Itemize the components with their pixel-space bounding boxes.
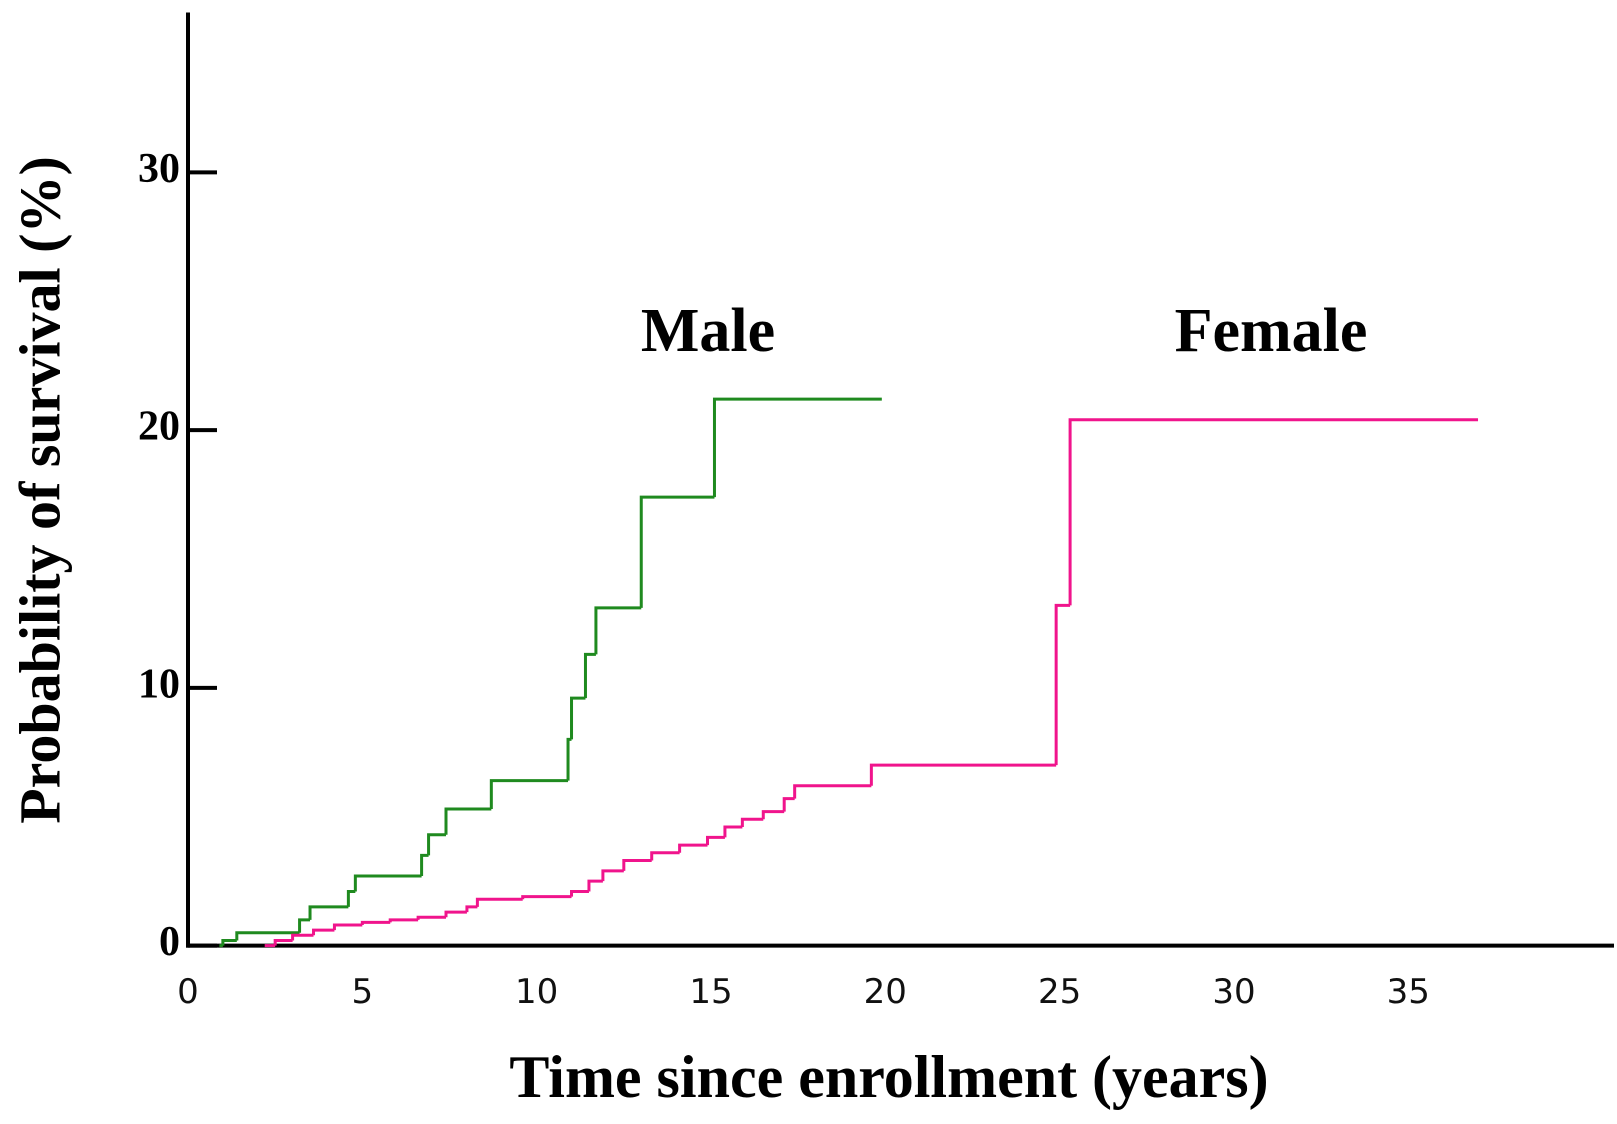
step-segment <box>291 933 314 941</box>
step-segment <box>761 810 785 820</box>
step-segment <box>740 817 764 828</box>
step-segment <box>221 938 237 946</box>
step-segment <box>869 763 1057 786</box>
step-segment <box>622 859 652 871</box>
step-segment <box>416 915 447 920</box>
y-tick-label: 30 <box>138 146 180 192</box>
step-segment <box>678 843 708 853</box>
step-segment <box>650 851 680 861</box>
step-segment <box>639 495 715 608</box>
step-segment <box>444 910 467 918</box>
x-tick-label: 15 <box>689 972 732 1012</box>
x-tick-label: 25 <box>1038 972 1081 1012</box>
step-segment <box>332 923 363 931</box>
step-segment <box>570 696 586 740</box>
step-segment <box>521 895 572 900</box>
y-tick-label: 20 <box>138 404 180 450</box>
step-segment <box>444 807 492 835</box>
step-segment <box>388 918 419 923</box>
y-axis-label: Probability of survival (%) <box>7 156 72 824</box>
step-segment <box>235 931 300 941</box>
step-segment <box>594 606 642 655</box>
x-tick-label: 35 <box>1387 972 1430 1012</box>
step-segment <box>353 874 422 892</box>
step-segment <box>360 920 391 925</box>
step-segment <box>712 397 882 498</box>
step-segment <box>583 652 596 699</box>
step-segment <box>420 853 429 877</box>
x-tick-label: 10 <box>515 972 558 1012</box>
x-axis-label: Time since enrollment (years) <box>509 1044 1268 1110</box>
x-tick-label: 0 <box>177 972 199 1012</box>
step-segment <box>723 825 743 838</box>
x-tick-label: 5 <box>352 972 374 1012</box>
step-segment <box>273 938 293 946</box>
step-segment <box>1054 603 1071 766</box>
series-label: Male <box>641 297 775 365</box>
x-tick-label: 20 <box>864 972 907 1012</box>
step-segment <box>705 835 725 846</box>
step-segment <box>298 918 311 933</box>
y-tick-label: 10 <box>138 661 180 707</box>
series-label: Female <box>1175 297 1368 365</box>
step-segment <box>782 797 795 812</box>
step-segment <box>570 889 589 897</box>
step-segment <box>489 779 569 809</box>
step-segment <box>308 905 349 920</box>
step-segment <box>427 833 447 856</box>
x-tick-label: 30 <box>1212 972 1255 1012</box>
step-segment <box>312 928 335 936</box>
step-segment <box>566 737 572 781</box>
step-segment <box>793 784 872 799</box>
step-segment <box>587 879 603 892</box>
step-segment <box>601 869 624 882</box>
y-tick-label: 0 <box>159 919 180 965</box>
step-segment <box>346 889 356 907</box>
step-segment <box>475 897 523 907</box>
step-segment <box>465 905 478 913</box>
step-segment <box>1068 418 1479 606</box>
